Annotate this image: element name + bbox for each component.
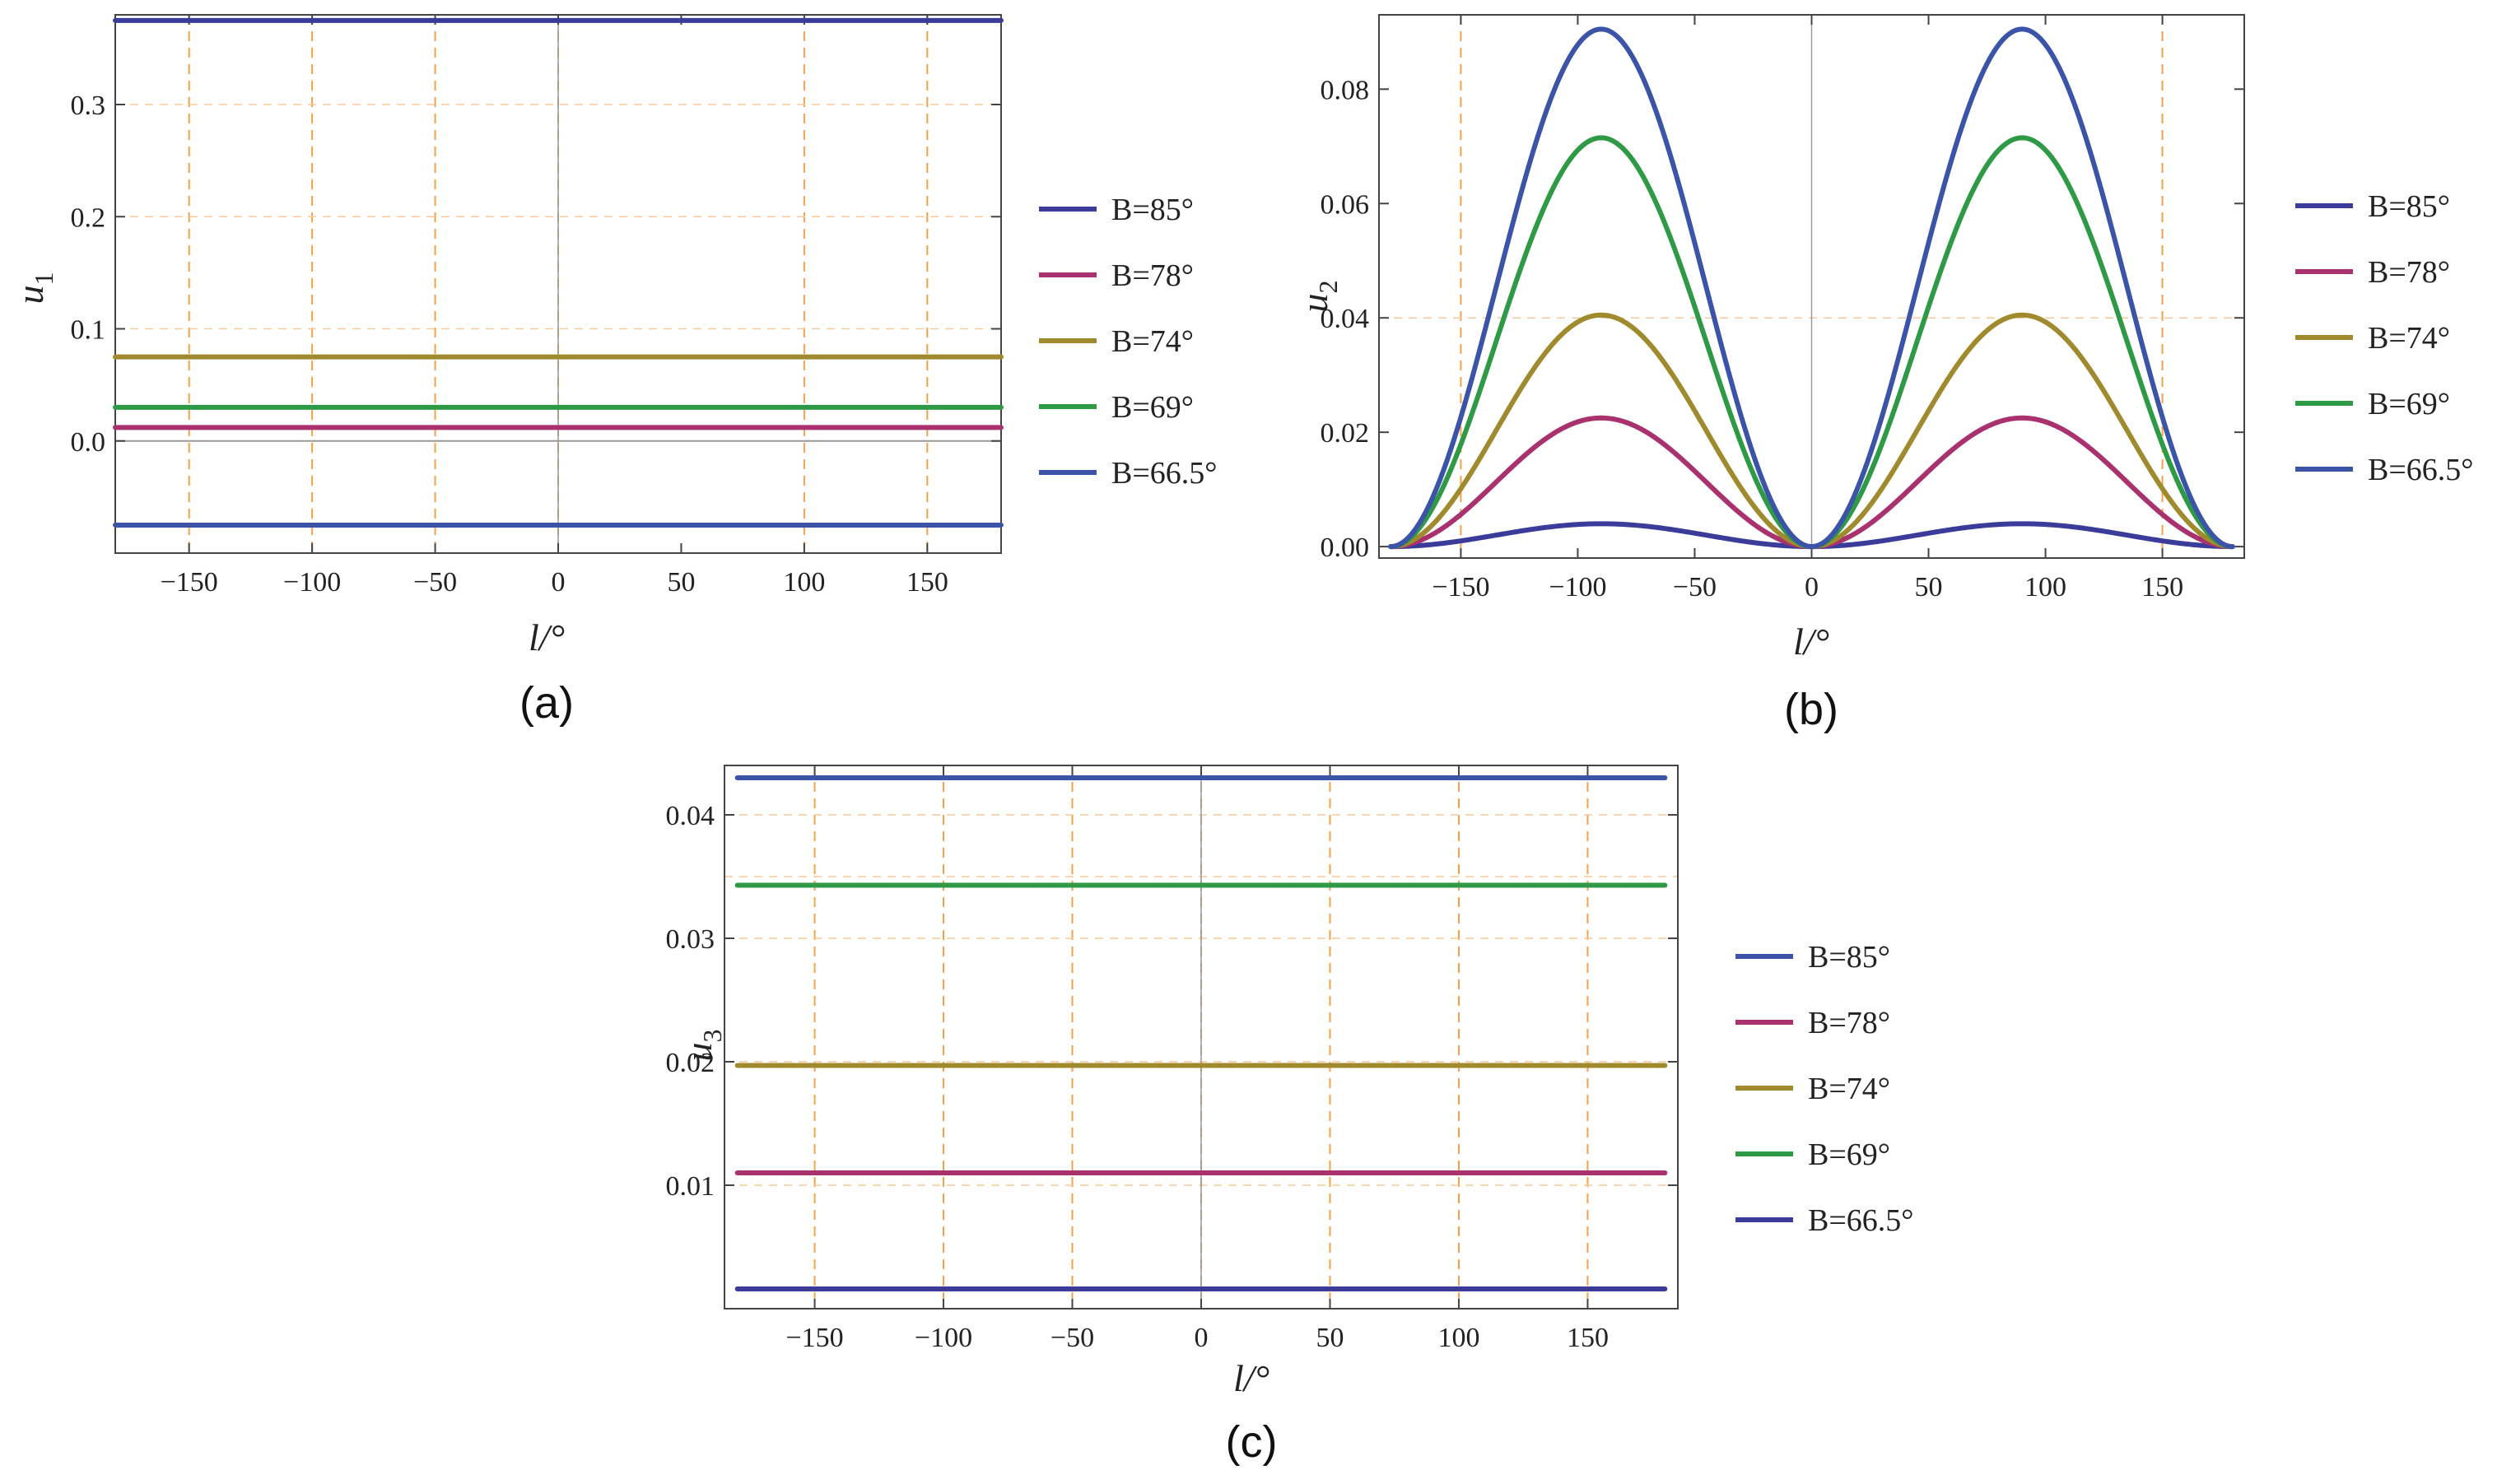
y-tick-label: 0.01 [666,1171,715,1202]
x-tick-label: 0 [552,567,566,598]
x-tick-label: 150 [2141,572,2183,602]
y-axis-title-subscript: 3 [697,1030,727,1043]
x-tick-label: 50 [667,567,695,598]
panel-label: (c) [1226,1417,1278,1467]
chart-panel-0: −150 −100 −50 0 50 100 150 0.0 0.1 0.2 0.3 B=85° B=7… [9,14,1217,728]
x-tick-label: 100 [1437,1323,1479,1353]
y-tick-label: 0.0 [71,427,106,458]
x-tick-label: 50 [1316,1323,1344,1353]
legend-label-2: B=74° [1808,1072,1890,1106]
y-axis-title-base: u [9,286,51,305]
y-tick-label: 0.03 [666,924,715,955]
x-tick-label: 0 [1805,572,1819,602]
legend-label-2: B=74° [1111,324,1194,359]
x-tick-label: −50 [1673,572,1717,602]
y-tick-label: 0.02 [666,1048,715,1078]
y-tick-label: 0.08 [1321,75,1370,105]
series-line-4 [1388,26,2235,550]
x-axis-title: l/° [1233,1357,1269,1399]
y-axis-title-base: u [1293,294,1335,313]
legend-label-4: B=66.5° [1111,456,1217,491]
legend-label-1: B=78° [1808,1006,1890,1040]
y-axis-title-base: u [678,1043,720,1062]
x-tick-label: 100 [2024,572,2066,602]
legend-label-3: B=69° [1808,1137,1890,1172]
x-tick-label: −150 [1432,572,1489,602]
x-tick-label: 50 [1915,572,1943,602]
x-tick-label: −100 [283,567,341,598]
chart-panel-1: −150 −100 −50 0 50 100 150 0.00 0.02 0.04 0.06 0.08… [1293,14,2473,734]
x-tick-label: 150 [1567,1323,1609,1353]
y-tick-label: 0.06 [1321,189,1370,220]
legend-label-4: B=66.5° [1808,1203,1913,1238]
x-tick-label: −150 [785,1323,843,1353]
chart-panel-2: −150 −100 −50 0 50 100 150 0.01 0.02 0.03 0.04 B=85… [666,765,1913,1467]
y-tick-label: 0.04 [1321,304,1370,334]
x-tick-label: −100 [1549,572,1606,602]
y-tick-label: 0.2 [71,202,106,233]
x-tick-label: −150 [161,567,218,598]
y-axis-title-subscript: 1 [29,272,58,286]
x-axis-title: l/° [529,616,565,658]
legend-label-0: B=85° [1808,940,1890,975]
y-tick-label: 0.04 [666,801,715,831]
panel-label: (a) [519,678,574,728]
legend-label-0: B=85° [2368,189,2450,224]
y-tick-label: 0.1 [71,315,106,346]
x-tick-label: −100 [915,1323,972,1353]
y-axis-title-subscript: 2 [1313,281,1343,294]
panel-label: (b) [1784,685,1838,734]
y-tick-label: 0.02 [1321,418,1370,449]
legend-label-1: B=78° [2368,255,2450,290]
legend-label-3: B=69° [2368,387,2450,421]
y-tick-label: 0.00 [1321,533,1370,563]
x-tick-label: 0 [1195,1323,1209,1353]
x-tick-label: 100 [783,567,825,598]
x-tick-label: −50 [413,567,457,598]
legend-label-1: B=78° [1111,258,1194,293]
x-axis-title: l/° [1793,621,1829,663]
y-axis-title: u2 [1293,281,1343,313]
y-axis-title: u1 [9,272,58,305]
legend-label-4: B=66.5° [2368,453,2473,487]
legend-label-3: B=69° [1111,390,1194,425]
x-tick-label: 150 [906,567,948,598]
legend-label-2: B=74° [2368,321,2450,356]
y-axis-title: u3 [678,1030,727,1062]
legend-label-0: B=85° [1111,193,1194,227]
x-tick-label: −50 [1051,1323,1094,1353]
y-tick-label: 0.3 [71,91,106,121]
